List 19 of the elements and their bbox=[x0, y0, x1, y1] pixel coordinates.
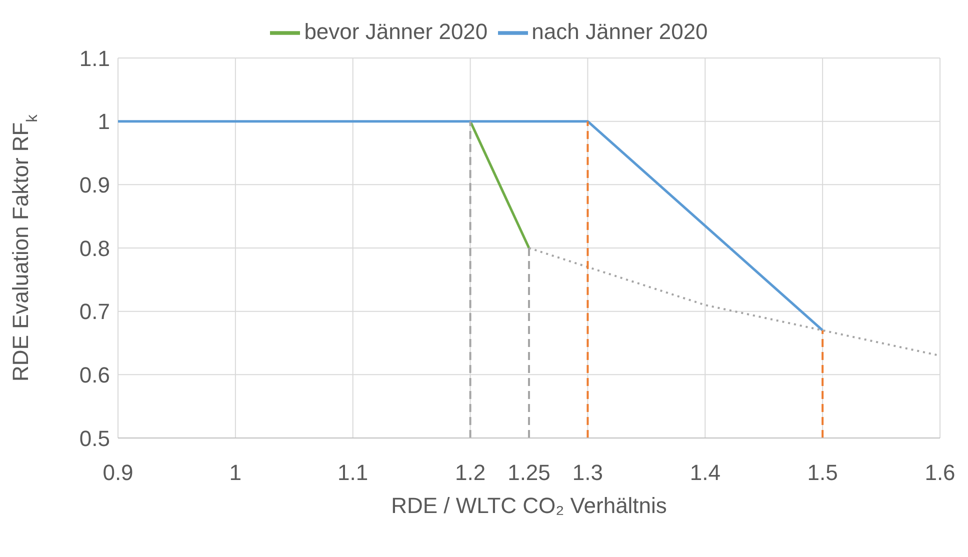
x-tick-label: 1.4 bbox=[690, 460, 720, 485]
x-tick-label: 1.5 bbox=[807, 460, 838, 485]
legend-label: nach Jänner 2020 bbox=[532, 18, 708, 44]
y-tick-label: 0.6 bbox=[79, 362, 110, 388]
x-tick-label: 1.6 bbox=[924, 460, 956, 485]
x-tick-label: 1.3 bbox=[572, 460, 604, 485]
x-axis-title: RDE / WLTC CO₂ Verhältnis bbox=[391, 493, 667, 518]
y-tick-label: 1 bbox=[98, 109, 110, 134]
legend-label: bevor Jänner 2020 bbox=[304, 18, 488, 44]
y-tick-label: 1.1 bbox=[79, 46, 110, 71]
x-tick-label: 1.1 bbox=[338, 460, 368, 485]
y-tick-label: 0.5 bbox=[79, 426, 110, 451]
y-tick-label: 0.8 bbox=[79, 236, 110, 261]
x-tick-label: 0.9 bbox=[102, 460, 134, 485]
x-tick-label: 1.2 bbox=[454, 460, 486, 485]
x-tick-label: 1 bbox=[229, 460, 242, 485]
y-tick-label: 0.9 bbox=[79, 172, 110, 198]
x-tick-label: 1.25 bbox=[508, 460, 550, 485]
y-tick-label: 0.7 bbox=[79, 299, 110, 324]
